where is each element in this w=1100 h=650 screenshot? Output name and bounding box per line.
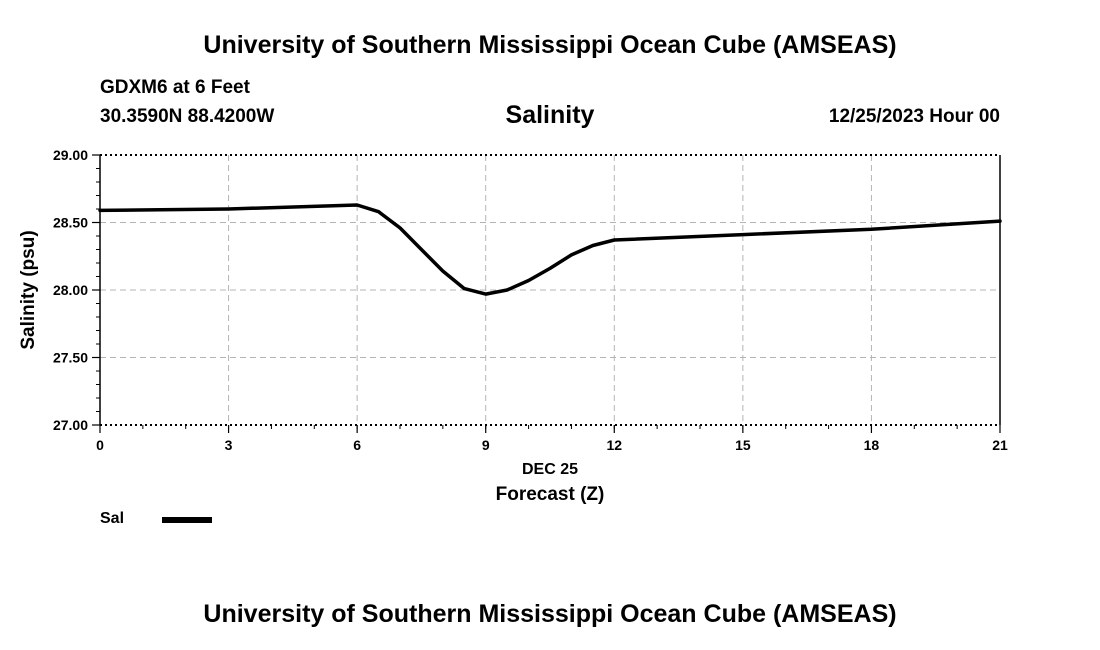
y-tick-label: 29.00 — [53, 147, 88, 163]
x-tick-label: 0 — [96, 437, 104, 453]
y-tick-label: 27.00 — [53, 417, 88, 433]
station-coordinates: 30.3590N 88.4200W — [100, 106, 275, 127]
x-tick-label: 9 — [482, 437, 490, 453]
legend-swatch-sal — [162, 517, 212, 523]
x-axis-date-label: DEC 25 — [522, 461, 578, 478]
x-tick-label: 12 — [606, 437, 622, 453]
y-tick-label: 28.00 — [53, 282, 88, 298]
series-line-sal — [98, 203, 1002, 296]
x-tick-label: 21 — [992, 437, 1008, 453]
y-tick-label: 28.50 — [53, 215, 88, 231]
y-tick-label: 27.50 — [53, 350, 88, 366]
x-tick-label: 3 — [225, 437, 233, 453]
chart-title: Salinity — [505, 101, 595, 129]
x-tick-label: 6 — [353, 437, 361, 453]
station-name: GDXM6 at 6 Feet — [100, 77, 250, 98]
header-title: University of Southern Mississippi Ocean… — [203, 31, 897, 59]
footer-title: University of Southern Mississippi Ocean… — [203, 600, 897, 628]
y-axis-label: Salinity (psu) — [18, 230, 39, 349]
legend-label-sal: Sal — [100, 510, 125, 527]
x-tick-label: 18 — [864, 437, 880, 453]
x-axis-label: Forecast (Z) — [496, 484, 605, 505]
x-tick-label: 15 — [735, 437, 751, 453]
forecast-date: 12/25/2023 Hour 00 — [828, 106, 1000, 127]
